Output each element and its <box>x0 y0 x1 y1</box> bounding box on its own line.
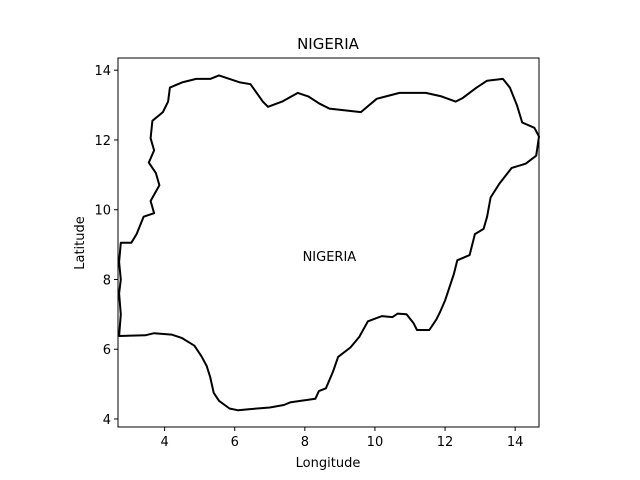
x-tick-label: 4 <box>160 435 168 450</box>
plot-area-frame <box>117 57 540 428</box>
country-label: NIGERIA <box>303 250 357 265</box>
x-tick-label: 8 <box>301 435 309 450</box>
x-tick-label: 10 <box>367 435 384 450</box>
y-tick-label: 8 <box>103 273 111 288</box>
y-tick-label: 10 <box>94 204 111 219</box>
y-tick-label: 6 <box>103 343 111 358</box>
y-tick-label: 4 <box>103 413 111 428</box>
x-tick-label: 6 <box>231 435 239 450</box>
x-axis: 4 6 8 10 12 14 <box>160 427 523 450</box>
x-tick-label: 14 <box>507 435 524 450</box>
x-axis-label: Longitude <box>296 456 361 471</box>
chart-title: NIGERIA <box>297 35 360 53</box>
y-axis-label: Latitude <box>73 216 88 270</box>
y-tick-label: 14 <box>94 64 111 79</box>
country-boundary <box>118 74 540 412</box>
x-tick-label: 12 <box>437 435 454 450</box>
y-axis: 4 6 8 10 12 14 <box>94 64 118 428</box>
y-tick-label: 12 <box>94 134 111 149</box>
